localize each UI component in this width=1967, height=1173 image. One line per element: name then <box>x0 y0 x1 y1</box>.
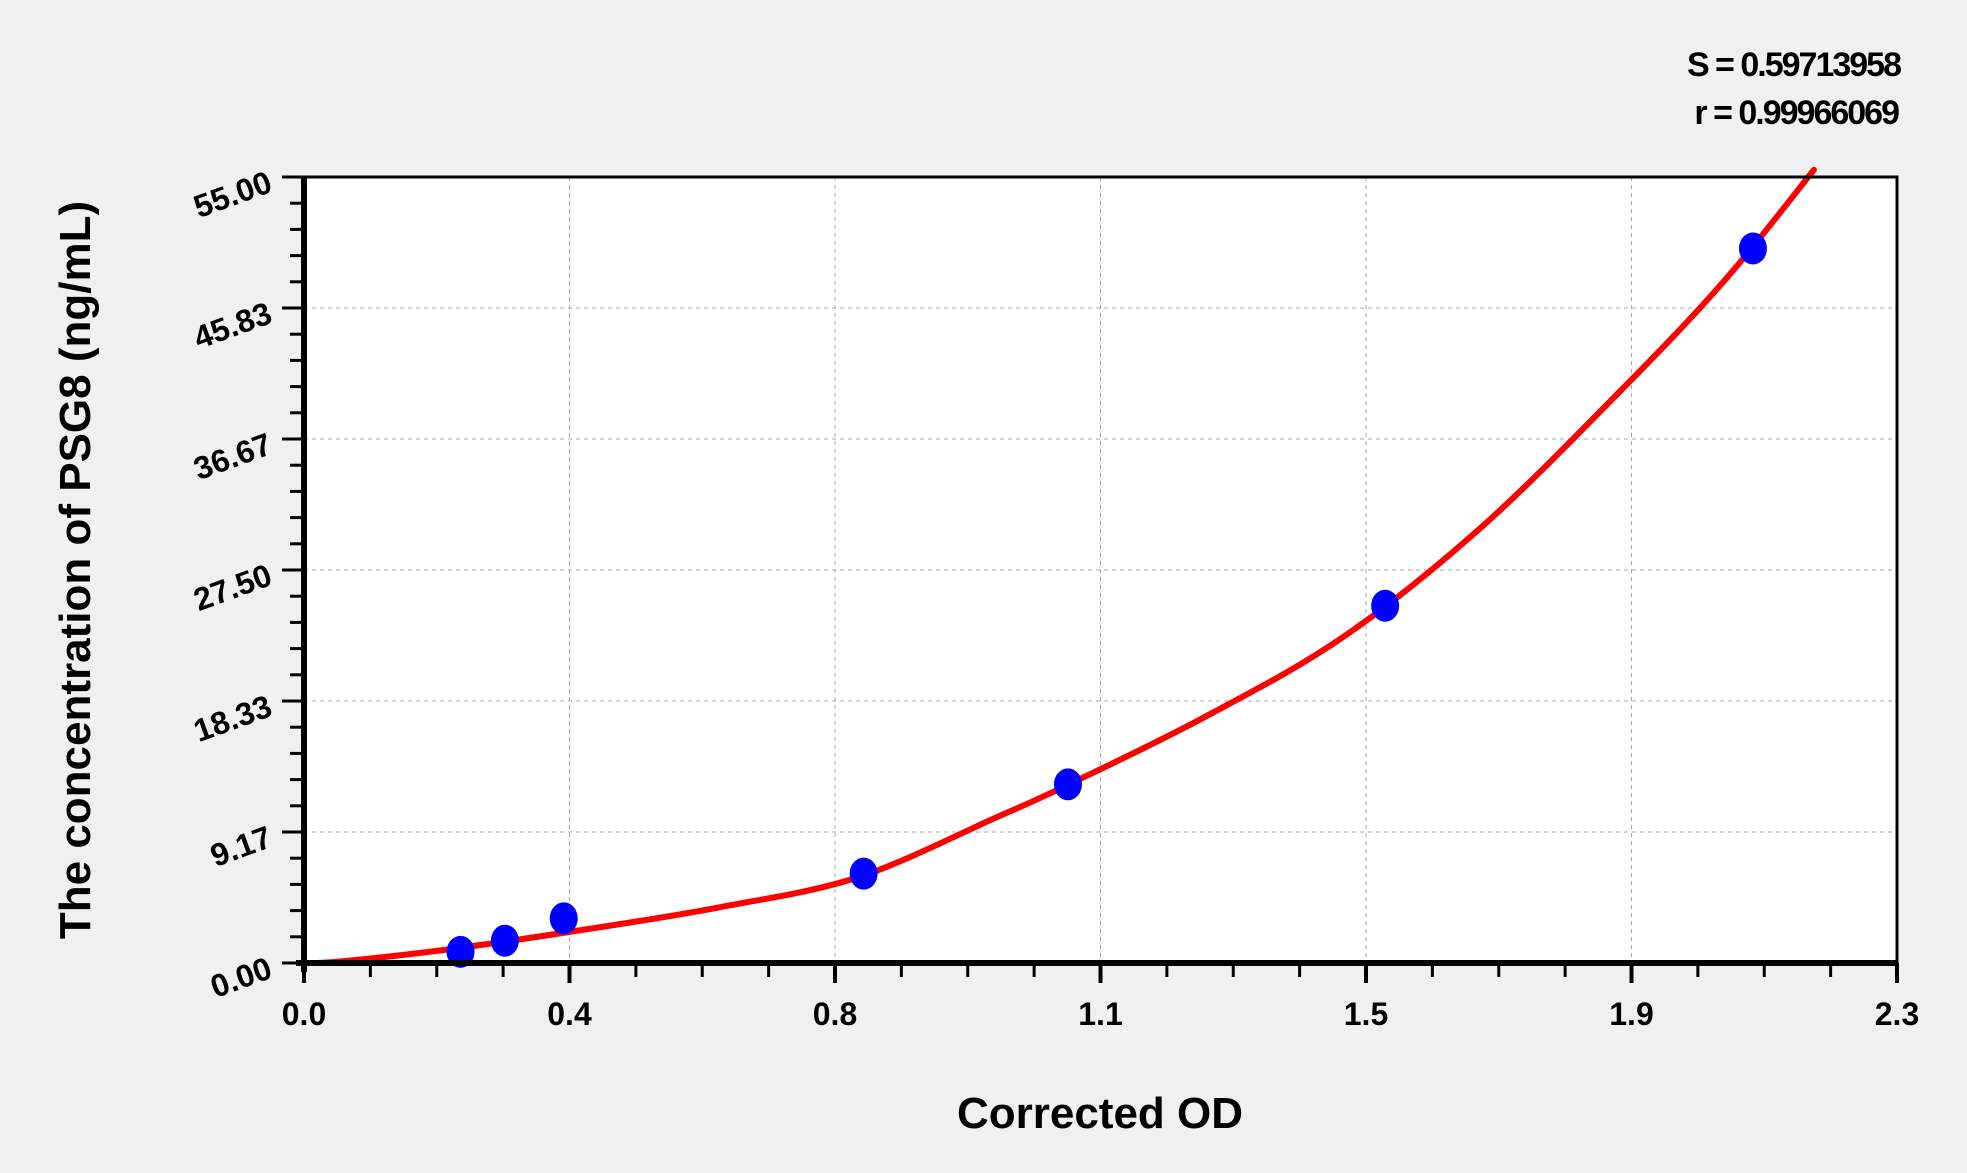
x-axis-label: Corrected OD <box>957 1089 1243 1138</box>
y-tick-label: 45.83 <box>189 295 277 356</box>
r-annotation: r = 0.99966069 <box>1694 94 1899 132</box>
x-tick-label: 1.9 <box>1609 996 1653 1032</box>
data-point <box>446 935 475 968</box>
y-tick-label: 55.00 <box>189 164 277 225</box>
y-axis-label: The concentration of PSG8 (ng/mL) <box>51 201 100 939</box>
data-point <box>490 924 519 957</box>
x-tick-label: 0.0 <box>282 996 326 1032</box>
y-tick-label: 36.67 <box>189 426 277 487</box>
y-tick-label: 18.33 <box>189 688 277 749</box>
y-tick-label: 27.50 <box>189 557 277 618</box>
data-point <box>1371 589 1400 622</box>
x-tick-label: 2.3 <box>1875 996 1919 1032</box>
x-tick-label: 0.4 <box>547 996 592 1032</box>
data-points <box>446 232 1767 968</box>
x-tick-label: 1.5 <box>1344 996 1388 1032</box>
y-tick-label: 0.00 <box>206 950 277 1005</box>
x-tick-label: 0.8 <box>813 996 857 1032</box>
x-tick-label: 1.1 <box>1078 996 1122 1032</box>
data-point <box>849 857 878 890</box>
data-point <box>1053 768 1082 801</box>
data-point <box>1738 232 1767 265</box>
data-point <box>549 902 578 935</box>
grid <box>304 177 1897 963</box>
y-tick-label: 9.17 <box>206 819 277 874</box>
s-annotation: S = 0.59713958 <box>1687 46 1901 84</box>
